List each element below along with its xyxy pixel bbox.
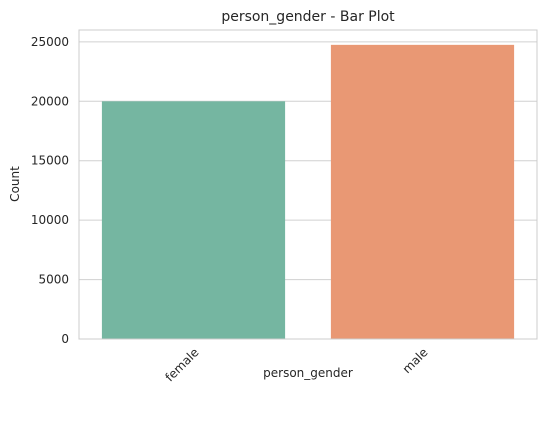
y-tick-label: 0 [61, 332, 69, 346]
bar-female [101, 101, 286, 339]
y-axis-label: Count [8, 166, 22, 202]
plot-frame [78, 29, 538, 340]
bar-male [330, 44, 515, 339]
x-tick-label-female: female [162, 345, 201, 384]
x-tick-label-male: male [400, 345, 431, 376]
y-tick-labels: 0 5000 10000 15000 20000 25000 [31, 35, 69, 346]
x-axis-label: person_gender [263, 366, 353, 380]
y-tick-label: 25000 [31, 35, 69, 49]
y-tick-label: 10000 [31, 213, 69, 227]
bars [101, 44, 515, 339]
y-tick-label: 5000 [38, 273, 69, 287]
y-tick-label: 20000 [31, 94, 69, 108]
y-tick-label: 15000 [31, 154, 69, 168]
chart-title: person_gender - Bar Plot [221, 9, 395, 25]
